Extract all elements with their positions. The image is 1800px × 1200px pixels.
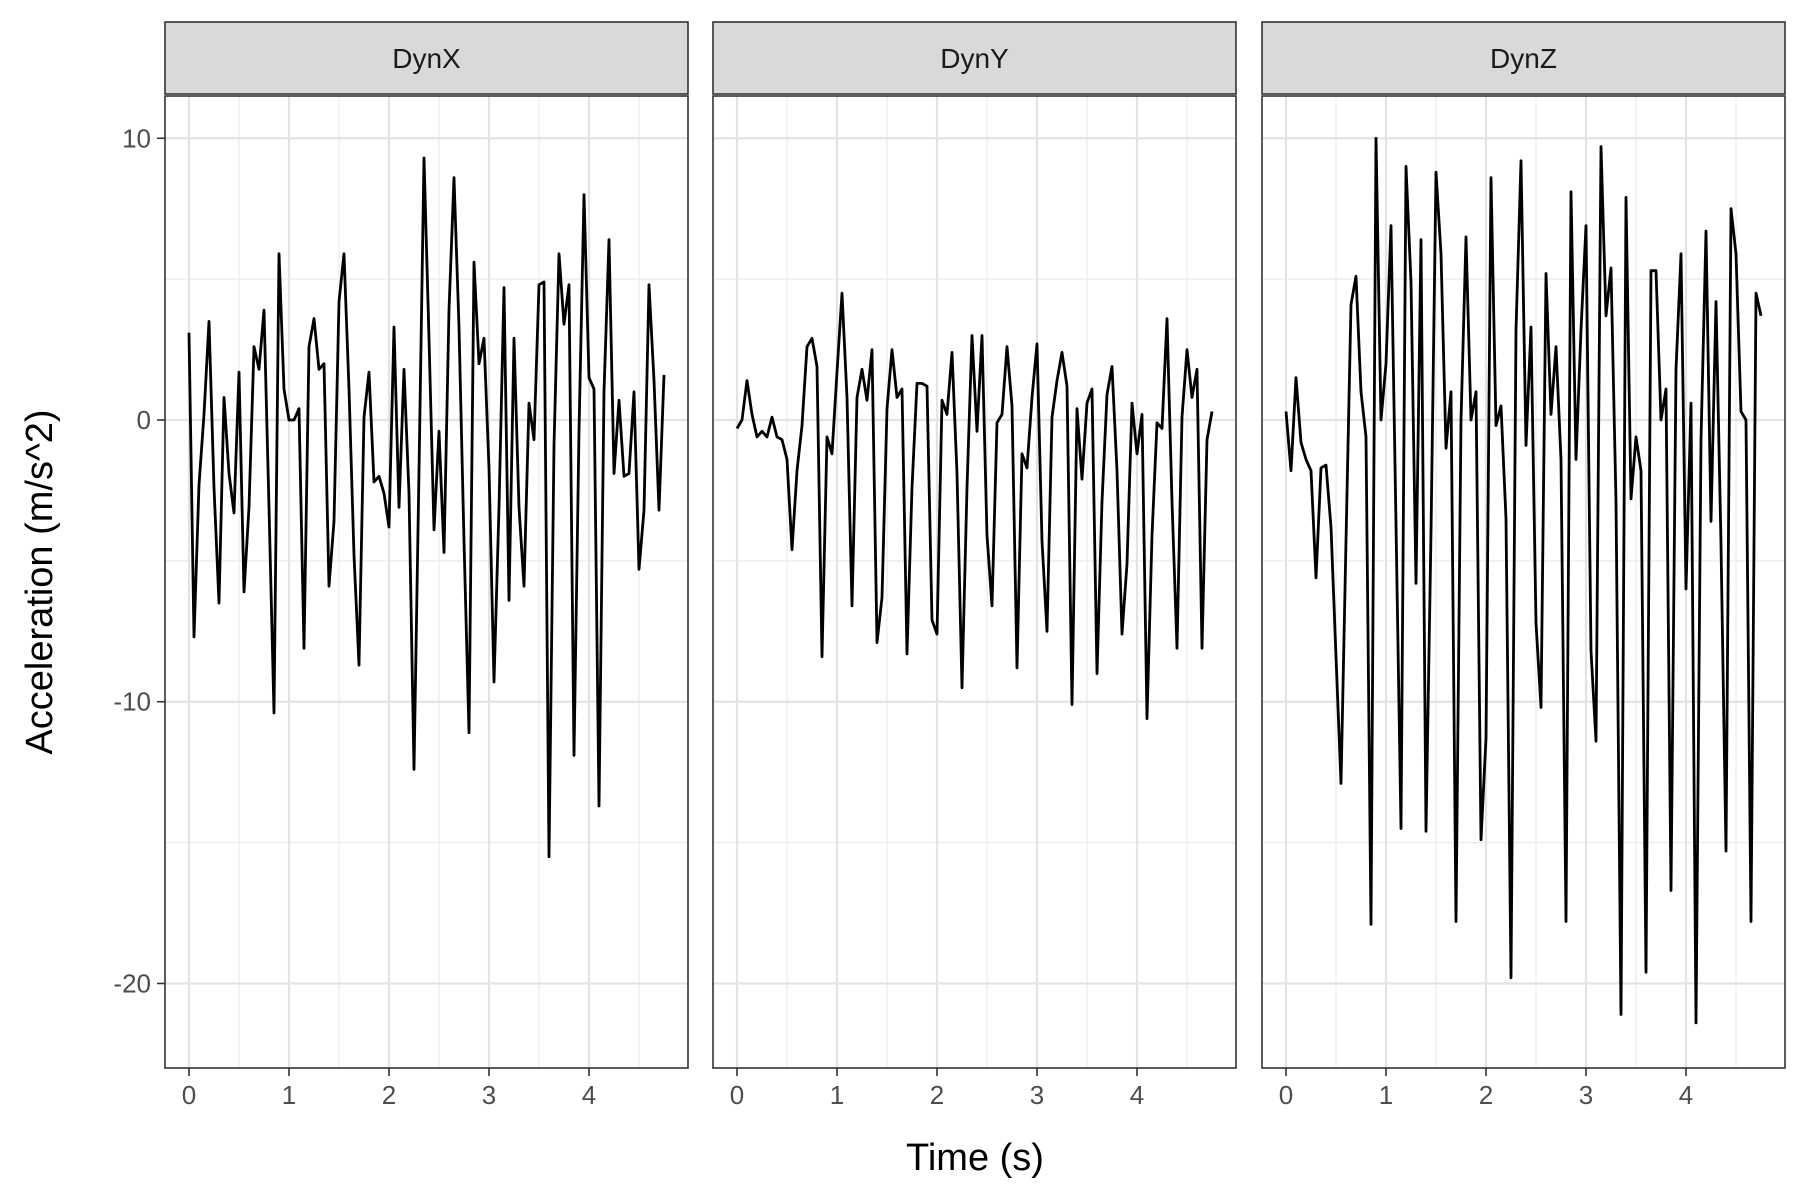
x-tick-label: 0 xyxy=(730,1080,744,1110)
y-tick-label: -10 xyxy=(113,687,151,717)
x-tick-label: 4 xyxy=(582,1080,596,1110)
x-axis-title: Time (s) xyxy=(906,1137,1044,1179)
panel-dynx: DynX 0 1 2 3 4 xyxy=(164,21,689,1110)
strip-label: DynZ xyxy=(1490,43,1557,74)
x-tick-label: 1 xyxy=(282,1080,296,1110)
panel-dynz: DynZ 0 1 2 3 4 xyxy=(1261,21,1786,1110)
strip-background xyxy=(1261,21,1786,95)
series-line-dynz xyxy=(1284,136,1763,1025)
panel-border xyxy=(1261,95,1786,1069)
panel-border xyxy=(164,95,689,1069)
x-tick-label: 2 xyxy=(930,1080,944,1110)
y-tick-label: 10 xyxy=(122,123,151,153)
x-tick-label: 4 xyxy=(1679,1080,1693,1110)
panel-background xyxy=(713,96,1236,1068)
y-tick-label: 0 xyxy=(137,405,151,435)
x-tick-label: 2 xyxy=(1479,1080,1493,1110)
x-tick-label: 1 xyxy=(830,1080,844,1110)
x-tick-label: 0 xyxy=(1279,1080,1293,1110)
strip-label: DynY xyxy=(940,43,1009,74)
panels: 10 0 -10 -20 DynX 0 1 2 3 4 DynY 0 1 2 3 4 DynZ 0 1 2 3 4 xyxy=(113,21,1786,1110)
series-line-dynx xyxy=(187,156,666,859)
x-tick-label: 3 xyxy=(482,1080,496,1110)
y-axis-title: Acceleration (m/s^2) xyxy=(19,409,61,754)
x-tick-label: 2 xyxy=(382,1080,396,1110)
panel-border xyxy=(712,95,1237,1069)
x-tick-label: 3 xyxy=(1030,1080,1044,1110)
series-line-dyny xyxy=(735,291,1214,720)
x-tick-label: 4 xyxy=(1130,1080,1144,1110)
x-tick-label: 1 xyxy=(1379,1080,1393,1110)
strip-background xyxy=(164,21,689,95)
y-tick-label: -20 xyxy=(113,968,151,998)
x-tick-label: 3 xyxy=(1579,1080,1593,1110)
x-tick-label: 0 xyxy=(182,1080,196,1110)
strip-label: DynX xyxy=(392,43,461,74)
strip-background xyxy=(712,21,1237,95)
panel-dyny: DynY 0 1 2 3 4 xyxy=(712,21,1237,1110)
